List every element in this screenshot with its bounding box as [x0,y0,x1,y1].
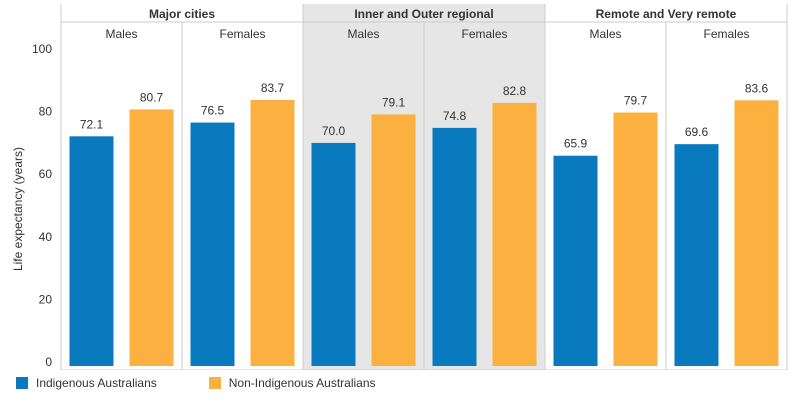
subgroup-header: Females [219,27,265,41]
legend-label-non-indigenous: Non-Indigenous Australians [228,376,376,390]
y-tick-label: 80 [39,105,53,119]
bar-value-label: 72.1 [80,117,104,131]
panel-dividers [61,4,788,370]
group-headers: Major cities Males Females Inner and Outer … [105,7,749,41]
legend-item-non-indigenous: Non-Indigenous Australians [208,376,376,390]
bar-value-label: 65.9 [564,137,588,151]
bar-non-indigenous [129,109,174,366]
bar-indigenous [432,127,477,366]
bar-value-label: 70.0 [322,124,346,138]
bar-indigenous [311,142,356,366]
bar-value-label: 74.8 [443,109,467,123]
group-header: Major cities [149,7,215,21]
legend: Indigenous Australians Non-Indigenous Au… [16,376,428,390]
y-axis: 0 20 40 60 80 100 [32,4,62,370]
y-axis-title: Life expectancy (years) [11,147,25,271]
y-tick-label: 0 [45,355,52,369]
bar-indigenous [553,155,598,366]
bar-value-label: 83.7 [261,81,285,95]
legend-label-indigenous: Indigenous Australians [36,376,157,390]
y-tick-label: 20 [39,292,53,306]
group-header: Inner and Outer regional [354,7,493,21]
subgroup-header: Males [105,27,137,41]
bar-value-label: 79.7 [624,94,648,108]
legend-swatch-indigenous [16,377,28,389]
bar-indigenous [69,136,114,366]
bar-value-label: 69.6 [685,125,709,139]
bars [69,100,779,367]
value-labels: 72.1 80.7 76.5 83.7 70.0 79.1 74.8 82.8 65.9 79.7… [80,81,769,151]
bar-non-indigenous [492,102,537,366]
bar-non-indigenous [613,112,658,366]
y-tick-label: 100 [32,42,52,56]
subgroup-header: Females [703,27,749,41]
subgroup-header: Females [461,27,507,41]
life-expectancy-chart: Major cities Males Females Inner and Outer … [11,4,788,370]
bar-non-indigenous [734,100,779,366]
legend-swatch-non-indigenous [208,377,221,389]
y-tick-label: 40 [39,230,53,244]
y-tick-label: 60 [39,167,53,181]
bar-indigenous [190,122,235,367]
bar-indigenous [674,144,719,366]
bar-value-label: 79.1 [382,95,406,109]
group-header: Remote and Very remote [596,7,737,21]
bar-value-label: 82.8 [503,84,527,98]
bar-non-indigenous [250,100,295,367]
bar-value-label: 83.6 [745,81,769,95]
bar-value-label: 80.7 [140,90,164,104]
bar-value-label: 76.5 [201,104,225,118]
subgroup-header: Males [347,27,379,41]
subgroup-header: Males [589,27,621,41]
bar-non-indigenous [371,114,416,367]
legend-item-indigenous: Indigenous Australians [16,376,157,390]
